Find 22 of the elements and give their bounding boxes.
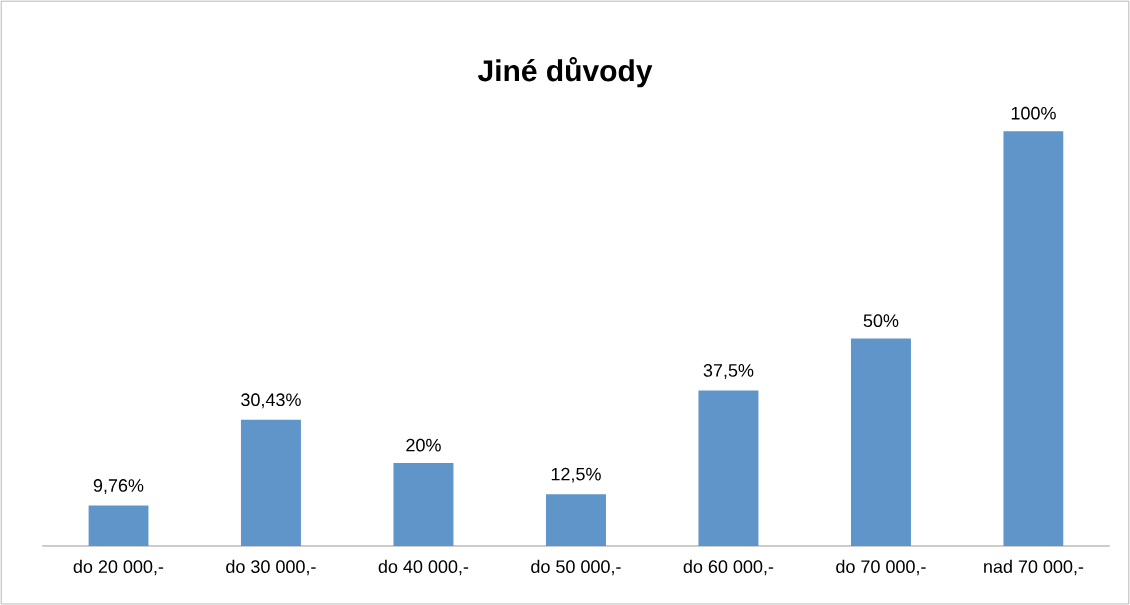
x-tick-label: do 30 000,-: [226, 559, 316, 576]
bar: [240, 419, 301, 546]
data-label: 20%: [406, 438, 441, 452]
data-label: 100%: [1011, 106, 1056, 120]
x-tick-label: do 40 000,-: [378, 559, 469, 576]
data-label: 9,76%: [93, 479, 144, 494]
bar: [545, 494, 606, 546]
data-label: 50%: [863, 314, 899, 327]
x-tick-label: nad 70 000,-: [984, 559, 1084, 576]
data-label: 30,43%: [241, 393, 301, 409]
bar: [88, 505, 149, 546]
chart-title: Jiné důvody: [477, 56, 653, 88]
bar: [698, 390, 759, 546]
bar: [393, 462, 454, 546]
bar: [850, 338, 911, 546]
x-tick-label: do 60 000,-: [683, 559, 774, 576]
data-label: 37,5%: [703, 363, 754, 379]
x-tick-label: do 20 000,-: [73, 559, 164, 576]
x-tick-label: do 70 000,-: [836, 559, 926, 576]
x-tick-label: do 50 000,-: [531, 559, 621, 576]
bar: [1003, 131, 1064, 546]
data-label: 12,5%: [551, 467, 601, 483]
